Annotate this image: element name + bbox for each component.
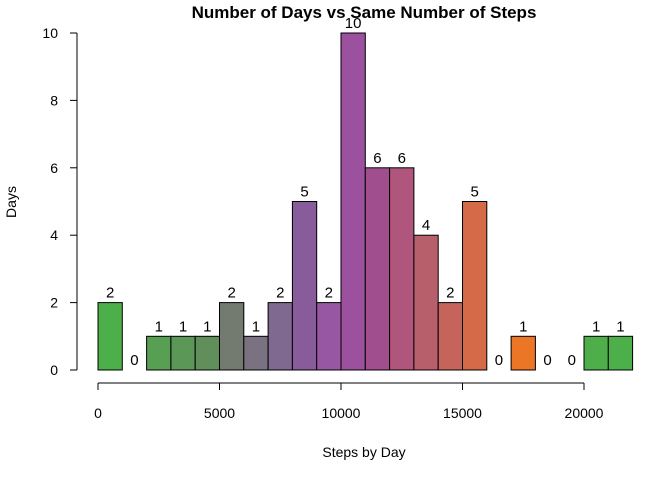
histogram-bar <box>389 167 415 371</box>
bar-value-label: 0 <box>568 352 576 369</box>
histogram-bar <box>291 201 318 371</box>
histogram-bar <box>170 335 196 371</box>
bar-value-label: 2 <box>227 285 235 302</box>
x-tick-label: 15000 <box>443 405 482 421</box>
x-axis: 0 5000 10000 15000 20000 <box>94 382 604 421</box>
histogram-bar <box>413 234 439 371</box>
bar-value-label: 1 <box>592 318 600 335</box>
bar-value-label: 1 <box>155 318 163 335</box>
bar-value-label: 6 <box>373 150 381 167</box>
x-tick-label: 5000 <box>204 405 235 421</box>
bar-value-label: 5 <box>300 184 308 201</box>
y-tick-label: 8 <box>50 92 58 108</box>
y-tick-label: 0 <box>50 362 58 378</box>
bar-value-label: 0 <box>543 352 551 369</box>
y-tick-label: 10 <box>42 25 58 41</box>
histogram-bar <box>97 302 123 371</box>
histogram-bar <box>583 335 609 371</box>
bar-value-label: 5 <box>470 184 478 201</box>
x-tick-label: 0 <box>94 405 102 421</box>
x-tick-label: 20000 <box>565 405 604 421</box>
bars-group <box>97 32 634 371</box>
x-axis-label: Steps by Day <box>322 444 405 460</box>
bar-value-label: 6 <box>398 150 406 167</box>
bar-value-label: 1 <box>519 318 527 335</box>
bar-value-label: 0 <box>495 352 503 369</box>
histogram-bar <box>146 335 172 371</box>
histogram-bar <box>219 302 245 371</box>
histogram-bar <box>243 335 269 371</box>
y-axis-label: Days <box>3 186 19 218</box>
y-tick-label: 4 <box>50 227 58 243</box>
bar-value-label: 2 <box>276 285 284 302</box>
histogram-bar <box>340 32 366 371</box>
bar-value-label: 2 <box>106 285 114 302</box>
bar-value-label: 0 <box>130 352 138 369</box>
bar-value-label: 1 <box>616 318 624 335</box>
bar-value-label: 10 <box>345 15 362 32</box>
bar-value-label: 2 <box>446 285 454 302</box>
y-axis: 0 2 4 6 8 10 <box>42 25 78 378</box>
chart-title: Number of Days vs Same Number of Steps <box>192 3 537 22</box>
bar-value-label: 1 <box>179 318 187 335</box>
x-tick-label: 10000 <box>322 405 361 421</box>
histogram-bar <box>437 302 464 371</box>
histogram-bar <box>364 167 391 371</box>
histogram-bar <box>194 335 220 371</box>
bar-value-label: 1 <box>252 318 260 335</box>
bar-value-label: 4 <box>422 217 430 234</box>
histogram-bar <box>607 335 634 371</box>
histogram-bar <box>267 302 293 371</box>
bar-value-label: 1 <box>203 318 211 335</box>
histogram-bar <box>462 201 488 371</box>
histogram-bar <box>316 302 342 371</box>
bar-value-label: 2 <box>325 285 333 302</box>
y-tick-label: 6 <box>50 160 58 176</box>
histogram-bar <box>510 335 536 371</box>
y-tick-label: 2 <box>50 295 58 311</box>
